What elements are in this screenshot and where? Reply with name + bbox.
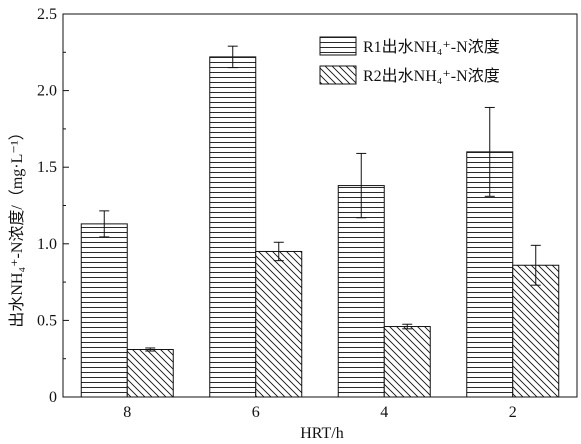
legend-label-r1: R1出水NH₄⁺-N浓度 (363, 38, 500, 56)
bar-series-1-hrt-4 (337, 185, 385, 398)
y-axis: 0 0.5 1.0 1.5 2.0 2.5 (37, 6, 69, 406)
legend: R1出水NH₄⁺-N浓度 R2出水NH₄⁺-N浓度 (319, 36, 500, 85)
legend-swatch-r2 (319, 65, 357, 85)
x-tick-label: 6 (252, 404, 260, 421)
y-axis-title: 出水NH₄⁺-N浓度/（mg·L⁻¹） (8, 124, 26, 327)
x-tick-label: 2 (509, 404, 517, 421)
y-tick-label: 0 (49, 389, 57, 406)
y-tick-label: 0.5 (37, 312, 57, 329)
legend-swatch-r1 (319, 36, 357, 56)
y-tick-label: 2.0 (37, 83, 57, 100)
bar-series-2-hrt-6 (255, 250, 303, 398)
x-axis-title: HRT/h (300, 425, 343, 442)
x-tick-label: 8 (123, 404, 131, 421)
bar-series-1-hrt-8 (80, 223, 128, 398)
y-tick-label: 2.5 (37, 6, 57, 23)
x-tick-label: 4 (380, 404, 388, 421)
bar-series-2-hrt-8 (126, 349, 174, 398)
y-tick-label: 1.0 (37, 236, 57, 253)
y-tick-label: 1.5 (37, 159, 57, 176)
legend-label-r2: R2出水NH₄⁺-N浓度 (363, 67, 500, 85)
bar-series-2-hrt-2 (512, 264, 560, 398)
x-axis: 8 6 4 2 (123, 391, 517, 421)
bars (80, 45, 560, 398)
bar-series-2-hrt-4 (383, 326, 431, 398)
bar-series-1-hrt-6 (209, 56, 257, 398)
